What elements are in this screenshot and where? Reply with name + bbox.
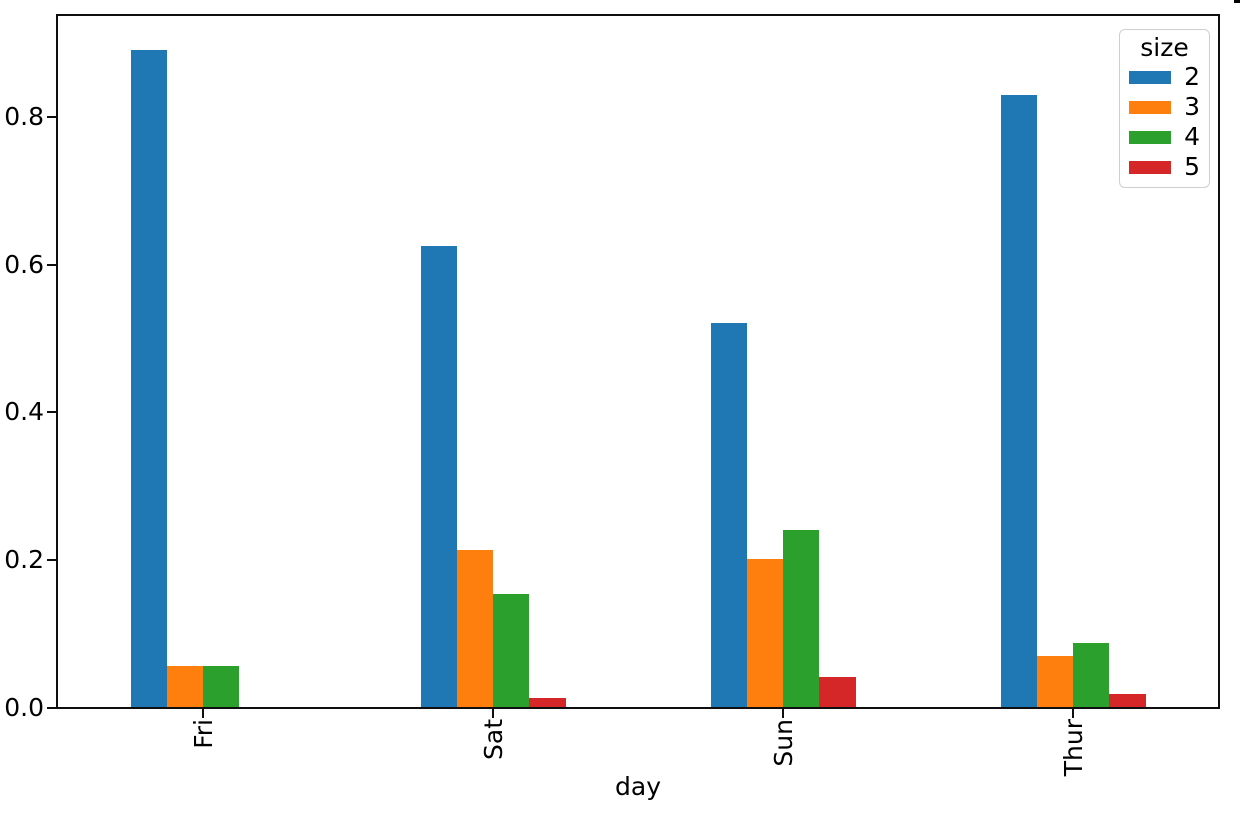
y-tick-mark	[47, 263, 56, 266]
x-tick-label: Sun	[768, 719, 798, 767]
bar-size2-fri	[130, 50, 167, 707]
legend-entry-size3: 3	[1129, 92, 1200, 122]
screen-corner-artifact	[1234, 0, 1240, 3]
bar-size4-sat	[493, 593, 530, 707]
y-tick-mark	[47, 411, 56, 414]
bar-size4-sun	[783, 529, 820, 707]
y-tick-mark	[47, 707, 56, 709]
y-tick-mark	[47, 559, 56, 562]
bar-size3-fri	[166, 665, 203, 707]
y-tick-mark	[47, 115, 56, 118]
legend-swatch-icon	[1129, 100, 1171, 114]
bar-size2-sun	[710, 322, 747, 707]
bar-size4-fri	[203, 665, 240, 707]
legend-entry-size4: 4	[1129, 122, 1200, 152]
y-tick-label: 0.4	[4, 397, 44, 427]
bar-size5-thur	[1109, 694, 1146, 707]
legend-label: 3	[1184, 92, 1200, 121]
bar-size3-thur	[1036, 656, 1073, 707]
legend-label: 5	[1184, 152, 1200, 181]
x-tick-label: Thur	[1058, 719, 1088, 777]
bar-size5-sun	[819, 677, 856, 707]
x-tick-label: Fri	[188, 719, 218, 749]
bar-size5-sat	[529, 698, 566, 707]
bar-size3-sat	[456, 550, 493, 707]
legend-swatch-icon	[1129, 70, 1171, 84]
legend-swatch-icon	[1129, 130, 1171, 144]
bar-size2-thur	[1000, 95, 1037, 707]
bar-size2-sat	[420, 245, 457, 707]
legend-label: 2	[1184, 62, 1200, 91]
bar-size4-thur	[1073, 643, 1110, 707]
x-axis-label: day	[615, 772, 661, 801]
y-tick-label: 0.6	[4, 249, 44, 279]
legend-title: size	[1140, 33, 1189, 62]
legend-label: 4	[1184, 122, 1200, 151]
y-tick-label: 0.2	[4, 545, 44, 575]
y-tick-label: 0.8	[4, 101, 44, 131]
x-tick-mark	[1072, 709, 1074, 718]
plot-area	[56, 14, 1220, 709]
x-tick-mark	[782, 709, 784, 718]
legend-entry-size5: 5	[1129, 152, 1200, 182]
x-tick-mark	[492, 709, 494, 718]
legend-swatch-icon	[1129, 160, 1171, 174]
x-tick-label: Sat	[478, 719, 508, 760]
legend-entry-size2: 2	[1129, 62, 1200, 92]
y-tick-label: 0.0	[4, 693, 44, 722]
bar-size3-sun	[746, 559, 783, 707]
x-tick-mark	[202, 709, 204, 718]
